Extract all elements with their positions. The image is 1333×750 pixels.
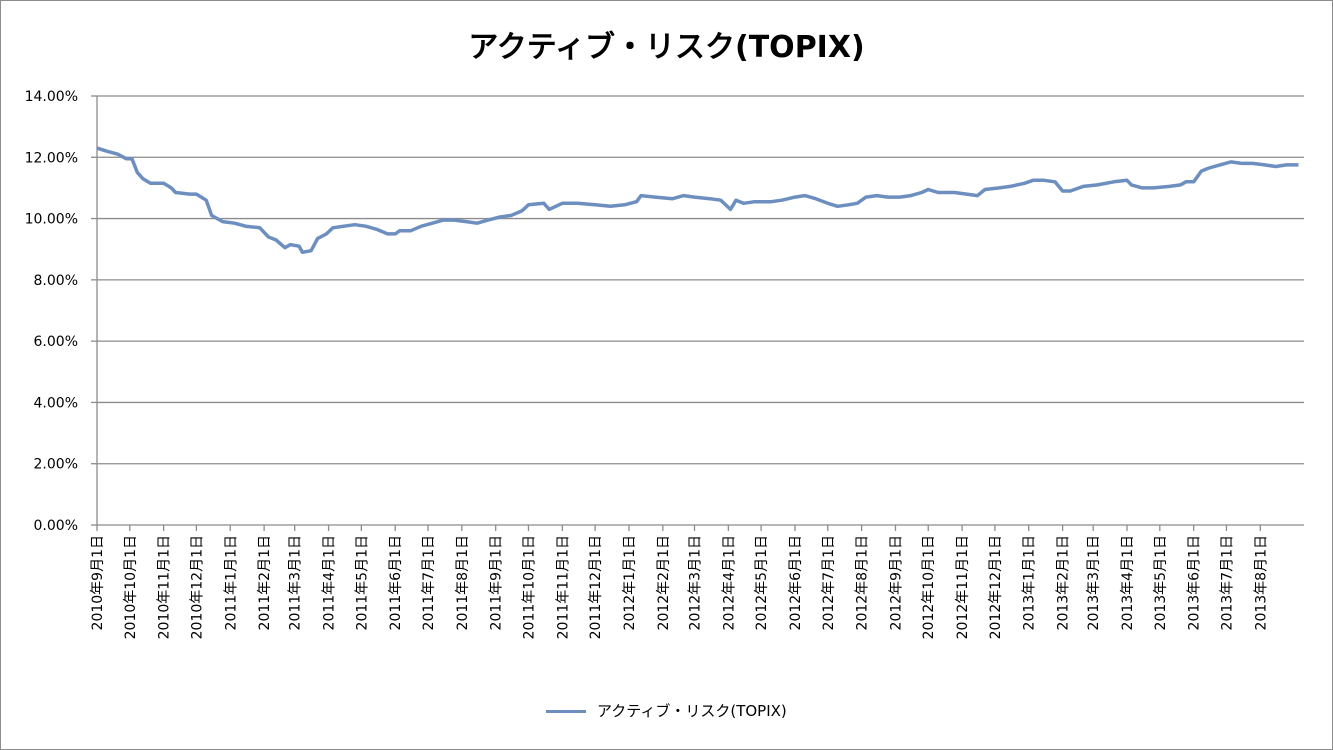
x-tick-label: 2011年11月1日 — [555, 535, 571, 639]
x-tick-label: 2010年9月1日 — [90, 535, 106, 630]
x-tick-label: 2012年2月1日 — [656, 535, 672, 630]
x-tick-label: 2011年8月1日 — [455, 535, 471, 630]
y-tick-label: 6.00% — [34, 334, 78, 350]
x-tick-label: 2013年4月1日 — [1120, 535, 1136, 630]
x-tick-label: 2011年4月1日 — [322, 535, 338, 630]
x-tick-label: 2012年9月1日 — [888, 535, 904, 630]
y-tick-label: 8.00% — [34, 273, 78, 289]
y-tick-label: 12.00% — [25, 150, 78, 166]
x-tick-label: 2010年10月1日 — [123, 535, 139, 639]
x-tick-label: 2011年6月1日 — [388, 535, 404, 630]
y-tick-label: 14.00% — [25, 89, 78, 105]
legend: アクティブ・リスク(TOPIX) — [0, 700, 1333, 721]
x-tick-label: 2011年12月1日 — [588, 535, 604, 639]
x-tick-label: 2010年11月1日 — [157, 535, 173, 639]
x-tick-label: 2013年8月1日 — [1253, 535, 1269, 630]
x-tick-label: 2013年2月1日 — [1056, 535, 1072, 630]
x-tick-label: 2012年12月1日 — [988, 535, 1004, 639]
x-tick-label: 2013年5月1日 — [1153, 535, 1169, 630]
x-tick-label: 2012年6月1日 — [788, 535, 804, 630]
x-tick-label: 2010年12月1日 — [189, 535, 205, 639]
x-tick-label: 2011年2月1日 — [257, 535, 273, 630]
x-tick-label: 2012年4月1日 — [721, 535, 737, 630]
legend-label: アクティブ・リスク(TOPIX) — [597, 702, 787, 720]
y-tick-label: 2.00% — [34, 457, 78, 473]
x-tick-label: 2013年1月1日 — [1022, 535, 1038, 630]
x-tick-label: 2013年7月1日 — [1219, 535, 1235, 630]
x-tick-label: 2013年6月1日 — [1187, 535, 1203, 630]
x-tick-label: 2012年7月1日 — [821, 535, 837, 630]
x-tick-label: 2011年9月1日 — [489, 535, 505, 630]
y-tick-label: 10.00% — [25, 212, 78, 228]
x-tick-label: 2012年5月1日 — [754, 535, 770, 630]
chart-title: アクティブ・リスク(TOPIX) — [468, 30, 865, 65]
x-tick-label: 2012年10月1日 — [921, 535, 937, 639]
x-tick-label: 2013年3月1日 — [1086, 535, 1102, 630]
y-tick-label: 0.00% — [34, 518, 78, 534]
x-tick-label: 2011年1月1日 — [223, 535, 239, 630]
x-tick-label: 2012年3月1日 — [687, 535, 703, 630]
x-tick-label: 2011年5月1日 — [354, 535, 370, 630]
x-tick-label: 2011年10月1日 — [521, 535, 537, 639]
y-tick-label: 4.00% — [34, 395, 78, 411]
x-tick-label: 2012年8月1日 — [855, 535, 871, 630]
legend-swatch — [546, 710, 587, 713]
series-line — [96, 146, 1299, 255]
x-tick-label: 2012年11月1日 — [955, 535, 971, 639]
x-tick-label: 2011年7月1日 — [421, 535, 437, 630]
x-tick-label: 2012年1月1日 — [622, 535, 638, 630]
x-tick-label: 2011年3月1日 — [288, 535, 304, 630]
